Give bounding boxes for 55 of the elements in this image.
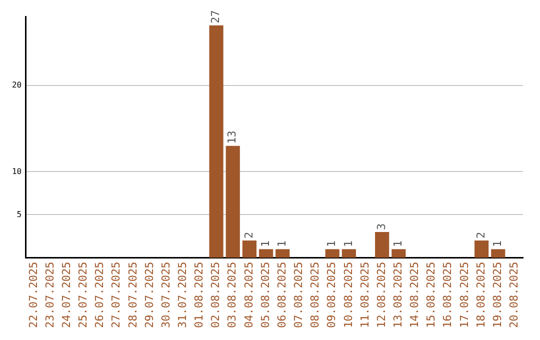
bar: [258, 249, 274, 258]
y-tick-label: 5: [16, 210, 22, 219]
bar: [276, 249, 290, 258]
x-tick-label: 28.07.2025: [126, 262, 140, 328]
x-tick-label: 08.08.2025: [308, 262, 322, 328]
x-tick-label: 06.08.2025: [275, 262, 288, 328]
bar: [325, 249, 340, 258]
bar: [342, 249, 356, 258]
x-tick-label: 09.08.2025: [325, 262, 338, 328]
x-tick-label: 15.08.2025: [424, 262, 438, 328]
bar: [226, 146, 240, 258]
data-label: 2: [474, 232, 488, 239]
data-label: 1: [275, 240, 288, 248]
bar: [474, 240, 489, 258]
bar: [242, 240, 256, 258]
data-label: 1: [325, 240, 338, 248]
x-tick-label: 18.08.2025: [474, 262, 488, 328]
y-tick-label: 20: [12, 80, 22, 90]
data-label: 27: [209, 10, 222, 24]
x-tick-label: 23.07.2025: [43, 262, 56, 328]
x-tick-label: 25.07.2025: [76, 262, 90, 328]
x-tick-label: 31.07.2025: [176, 262, 189, 328]
x-tick-label: 26.07.2025: [93, 262, 106, 328]
bar: [209, 25, 224, 258]
bar: [491, 249, 506, 258]
x-tick-label: 30.07.2025: [159, 262, 172, 328]
x-tick-label: 01.08.2025: [192, 262, 206, 328]
x-tick-label: 13.08.2025: [392, 262, 405, 328]
x-tick-label: 29.07.2025: [142, 262, 156, 328]
x-tick-label: 03.08.2025: [226, 262, 239, 328]
data-label: 1: [342, 240, 355, 248]
data-label: 1: [490, 240, 504, 248]
x-tick-label: 22.07.2025: [26, 262, 40, 328]
bar: [375, 232, 390, 258]
x-tick-label: 20.08.2025: [508, 262, 521, 328]
x-tick-label: 14.08.2025: [408, 262, 422, 328]
data-label: 3: [374, 223, 388, 230]
x-tick-label: 02.08.2025: [209, 262, 222, 328]
x-tick-label: 16.08.2025: [441, 262, 454, 328]
data-label: 13: [226, 130, 239, 144]
x-tick-label: 10.08.2025: [342, 262, 355, 328]
data-label: 1: [258, 240, 272, 248]
data-label: 1: [392, 240, 405, 248]
x-tick-label: 27.07.2025: [110, 262, 123, 328]
x-tick-label: 12.08.2025: [374, 262, 388, 328]
x-tick-label: 19.08.2025: [490, 262, 504, 328]
bar: [392, 249, 406, 258]
x-tick-label: 17.08.2025: [458, 262, 471, 328]
x-tick-label: 04.08.2025: [242, 262, 256, 328]
x-tick-label: 07.08.2025: [292, 262, 306, 328]
y-tick-label: 10: [12, 166, 22, 176]
x-tick-label: 11.08.2025: [358, 262, 372, 328]
data-label: 2: [242, 232, 256, 239]
x-tick-label: 05.08.2025: [258, 262, 272, 328]
x-tick-label: 24.07.2025: [60, 262, 73, 328]
